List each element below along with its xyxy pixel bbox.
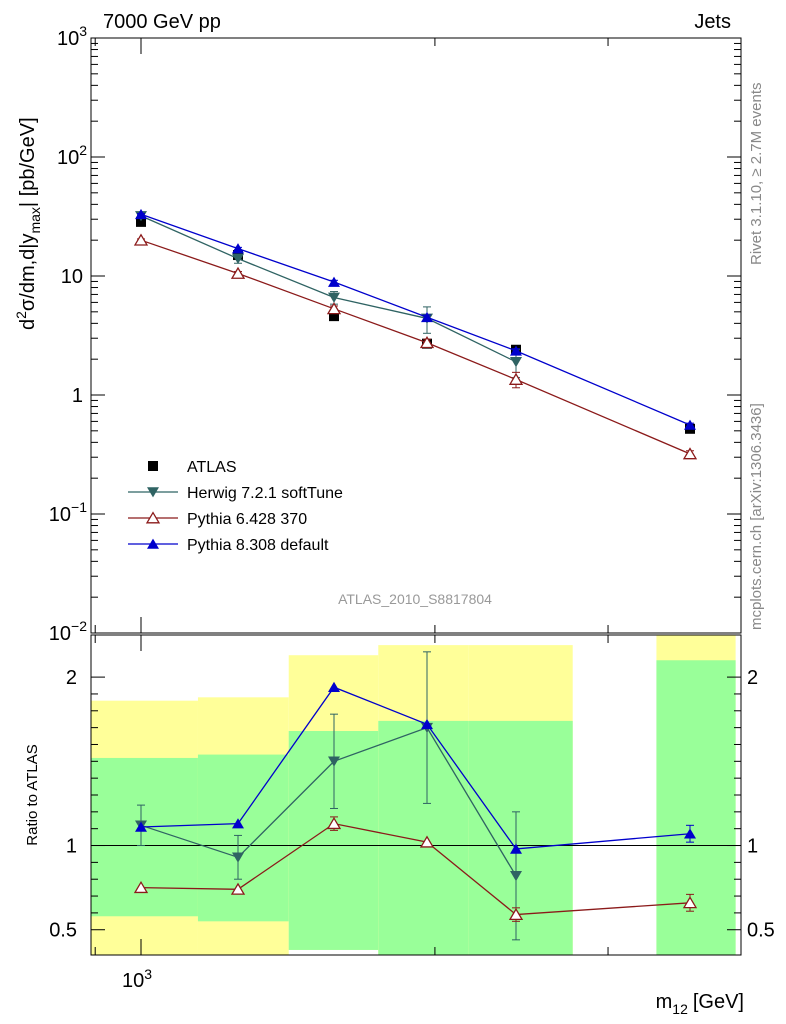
main-point (419, 336, 435, 349)
legend-marker (145, 511, 161, 524)
x-axis-title: m12 [GeV] (656, 991, 744, 1017)
legend-entry-3: Pythia 8.308 default (128, 537, 329, 554)
main-point (329, 311, 339, 322)
rivet-version-label: Rivet 3.1.10, ≥ 2.7M events (748, 83, 765, 266)
ratio-point (328, 756, 340, 767)
ratio-point (232, 852, 244, 863)
header-energy-label: 7000 GeV pp (103, 11, 221, 33)
main-point (684, 419, 696, 430)
main-y-axis-title: d2σ/dm,d|ymax| [pb/GeV] (13, 117, 43, 330)
main-series-line-2 (140, 239, 691, 455)
ratio-point (510, 843, 522, 854)
main-y-tick-label: 10−2 (49, 618, 87, 645)
main-point (133, 233, 149, 246)
ratio-point (135, 821, 147, 832)
main-point (136, 216, 146, 227)
main-series-1 (135, 211, 522, 379)
main-point (328, 276, 340, 287)
main-series-0 (136, 216, 695, 434)
main-point (230, 266, 246, 279)
ratio-panel: 0.5 0.5 1 1 2 2 (49, 634, 775, 956)
ratio-series-2 (135, 681, 696, 854)
ratio-point (230, 882, 246, 895)
main-y-tick-label: 103 (57, 23, 87, 50)
ratio-y-tick-label-right: 0.5 (747, 920, 775, 942)
main-point (328, 292, 340, 303)
ratio-y-tick-label: 2 (66, 667, 77, 689)
legend-entry-1: Herwig 7.2.1 softTune (128, 485, 343, 502)
ratio-y-tick-label: 1 (66, 836, 77, 858)
ratio-series-1 (133, 816, 698, 922)
main-point (135, 208, 147, 220)
mcplots-label: mcplots.cern.ch [arXiv:1306.3436] (748, 403, 765, 630)
main-point (508, 372, 524, 385)
band-green-3 (378, 720, 469, 955)
ratio-point (232, 818, 244, 829)
legend-marker (147, 538, 159, 549)
main-series-line-1 (140, 215, 517, 363)
ratio-point (133, 880, 149, 894)
main-series-2 (133, 233, 698, 460)
ratio-point (328, 681, 340, 693)
legend-entry-2: Pythia 6.428 370 (128, 511, 307, 528)
legend-marker (147, 487, 159, 498)
x-tick-label-1000: 103 (122, 966, 152, 992)
main-point (510, 357, 522, 368)
ratio-point (508, 907, 524, 921)
main-point (682, 447, 698, 460)
band-green-1 (197, 754, 289, 922)
ratio-series-line-2 (140, 686, 691, 850)
main-y-tick-label: 1 (72, 385, 83, 407)
ratio-y-tick-label-right: 1 (747, 836, 758, 858)
main-series-line-3 (140, 213, 691, 426)
ratio-point (419, 835, 435, 848)
ratio-point (682, 896, 698, 909)
main-y-tick-label: 102 (57, 142, 87, 169)
band-green-5 (656, 660, 736, 955)
main-point (232, 253, 244, 265)
main-series-3 (135, 208, 696, 430)
ratio-uncertainty-bands (91, 635, 736, 955)
ratio-y-tick-label-right: 2 (747, 667, 758, 689)
legend-label: ATLAS (187, 459, 237, 476)
legend-entry-0: ATLAS (148, 459, 237, 476)
legend: ATLAS Herwig 7.2.1 softTune Pythia 6.428 3… (128, 459, 343, 554)
main-y-tick-label: 10 (61, 266, 83, 288)
main-point (510, 345, 522, 356)
ratio-point (421, 718, 433, 730)
ratio-series-line-1 (140, 822, 691, 916)
header-process-label: Jets (694, 11, 731, 33)
ratio-y-tick-label: 0.5 (49, 920, 77, 942)
legend-label: Pythia 8.308 default (187, 537, 329, 554)
main-point (232, 243, 244, 254)
main-y-tick-label: 10−1 (49, 499, 87, 526)
main-frame (90, 37, 742, 634)
main-point (421, 311, 433, 323)
ratio-y-axis-title: Ratio to ATLAS (24, 744, 41, 845)
legend-label: Herwig 7.2.1 softTune (187, 485, 343, 502)
legend-label: Pythia 6.428 370 (187, 511, 307, 528)
ratio-point (326, 816, 342, 830)
ratio-point (510, 871, 522, 882)
analysis-label: ATLAS_2010_S8817804 (338, 591, 492, 607)
legend-marker (148, 461, 158, 471)
main-point (326, 302, 342, 315)
ratio-point (684, 828, 696, 839)
